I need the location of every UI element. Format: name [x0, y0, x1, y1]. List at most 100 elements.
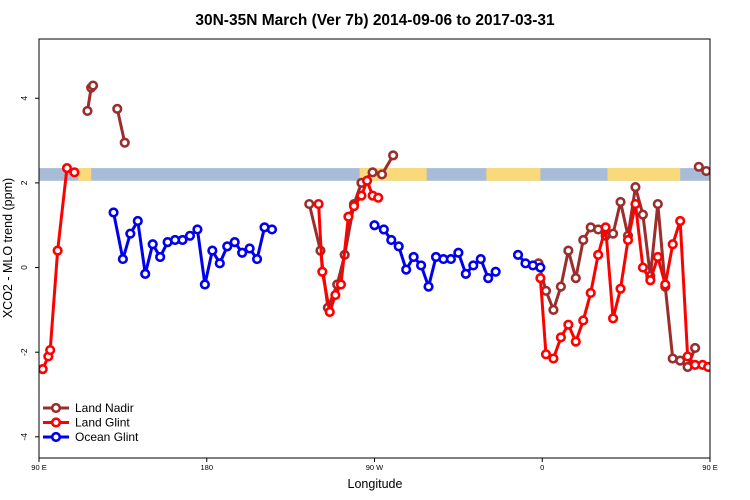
data-point — [622, 234, 634, 246]
data-point — [475, 253, 486, 265]
data-point — [736, 82, 744, 90]
data-point — [675, 355, 686, 366]
data-point — [177, 234, 188, 246]
data-point — [548, 304, 559, 315]
data-point — [593, 249, 604, 260]
data-point — [317, 266, 328, 277]
data-point — [378, 224, 389, 235]
y-axis: -4 -2 0 2 4 — [19, 96, 39, 441]
x-axis-label: Longitude — [348, 477, 403, 491]
x-axis: 90 E 180 90 W 0 90 E — [31, 458, 718, 472]
data-point — [361, 175, 373, 186]
series-line — [537, 185, 697, 369]
data-point — [637, 262, 649, 273]
data-point — [652, 198, 663, 210]
data-point — [615, 283, 626, 294]
legend-swatch-marker — [50, 431, 62, 443]
data-point — [87, 80, 99, 91]
data-point — [570, 273, 581, 284]
data-point — [615, 196, 626, 208]
series-ocean-glint — [108, 207, 546, 292]
data-point — [313, 198, 324, 210]
data-point — [555, 332, 566, 343]
data-point — [660, 279, 671, 290]
y-axis-label: XCO2 - MLO trend (ppm) — [1, 178, 15, 318]
data-point — [701, 165, 710, 177]
data-point — [555, 281, 566, 292]
y-tick-label: -2 — [19, 348, 29, 356]
series-line — [731, 86, 740, 111]
legend-item-land-nadir: Land Nadir — [43, 401, 134, 415]
plot-frame — [38, 38, 711, 459]
land-band-segment — [729, 168, 750, 181]
data-point — [335, 279, 347, 290]
data-point — [408, 251, 419, 263]
x-tick-label: 0 — [540, 463, 544, 472]
data-point — [108, 207, 119, 218]
legend-label: Land Nadir — [75, 401, 134, 415]
data-point — [578, 234, 589, 246]
data-point — [490, 266, 501, 277]
legend-item-ocean-glint: Ocean Glint — [43, 430, 139, 444]
data-point — [512, 249, 524, 260]
data-point — [727, 107, 735, 115]
data-point — [703, 361, 710, 373]
data-point — [563, 245, 574, 256]
data-point — [348, 201, 360, 212]
data-point — [237, 247, 248, 258]
data-point — [423, 281, 434, 292]
data-point — [652, 251, 663, 263]
series-layer — [39, 80, 744, 375]
data-point — [415, 260, 427, 271]
data-point — [637, 209, 649, 220]
series-line — [317, 179, 379, 314]
data-point — [222, 241, 233, 252]
x-tick-label: 90 E — [702, 463, 717, 472]
data-point — [147, 239, 158, 250]
y-tick-label: 2 — [19, 180, 29, 185]
series-line — [41, 166, 76, 370]
data-point — [540, 349, 552, 360]
data-point — [69, 167, 80, 178]
data-point — [207, 245, 218, 256]
land-ocean-band — [39, 168, 750, 181]
data-point — [140, 268, 151, 279]
data-point — [675, 215, 686, 227]
data-point — [693, 161, 704, 172]
data-point — [155, 251, 166, 263]
data-point — [367, 167, 378, 178]
data-point — [304, 198, 315, 210]
data-point — [376, 169, 388, 180]
data-point — [445, 253, 457, 265]
x-tick-label: 90 E — [31, 463, 46, 472]
series-land-glint — [39, 162, 710, 375]
data-point — [266, 224, 278, 235]
chart-title: 30N-35N March (Ver 7b) 2014-09-06 to 201… — [195, 12, 555, 29]
data-point — [324, 306, 335, 318]
data-point — [192, 224, 203, 235]
data-point — [607, 228, 619, 239]
data-point — [563, 319, 574, 330]
series-line — [115, 108, 127, 144]
data-point — [184, 230, 196, 241]
legend-item-land-glint: Land Glint — [43, 416, 130, 430]
data-point — [689, 342, 701, 354]
data-point — [343, 211, 354, 222]
y-tick-label: 0 — [19, 265, 29, 270]
data-point — [667, 239, 678, 250]
x-tick-label: 90 W — [366, 463, 384, 472]
data-point — [483, 273, 494, 284]
data-point — [214, 258, 225, 269]
legend-swatch-marker — [50, 402, 62, 414]
data-point — [386, 234, 397, 246]
data-point — [607, 313, 619, 324]
y-tick-label: -4 — [19, 433, 29, 441]
data-point — [39, 364, 48, 375]
data-point — [585, 287, 596, 299]
data-point — [548, 353, 559, 364]
data-point — [132, 215, 143, 227]
data-point — [453, 247, 464, 258]
data-point — [251, 253, 263, 265]
